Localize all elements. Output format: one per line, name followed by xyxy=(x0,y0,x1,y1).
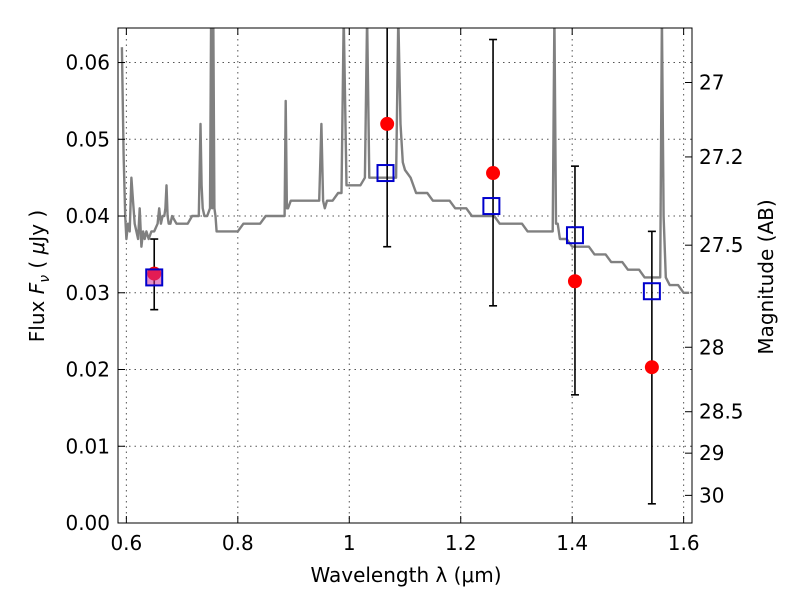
overlap-fill-0 xyxy=(146,269,163,286)
y-axis-title-mu: μ xyxy=(25,242,49,256)
blue-square-point-0 xyxy=(145,268,164,287)
y-tick-label-5: 0.05 xyxy=(65,127,110,151)
y-axis-ticks: 0.00 0.01 0.02 0.03 0.04 0.05 0.06 xyxy=(65,51,125,535)
x-tick-label-2: 1 xyxy=(343,531,356,555)
spectrum-line xyxy=(120,28,690,294)
x-tick-label-3: 1.2 xyxy=(445,531,477,555)
y-tick-label-6: 0.06 xyxy=(65,51,110,75)
y-tick-label-4: 0.04 xyxy=(65,204,110,228)
blue-square-point-1 xyxy=(376,164,395,183)
y2-tick-label-2: 27.5 xyxy=(699,233,744,257)
y-axis-title-prefix: Flux xyxy=(25,294,49,342)
y2-axis-ticks: 27 27.2 27.5 28 28.5 29 30 xyxy=(685,70,744,507)
y-tick-label-0: 0.00 xyxy=(65,511,110,535)
y2-tick-label-3: 28 xyxy=(699,335,724,359)
red-circle-point-3 xyxy=(567,274,582,289)
y2-tick-label-6: 30 xyxy=(699,483,724,507)
y-tick-label-3: 0.03 xyxy=(65,281,110,305)
y-axis-title-subscript: ν xyxy=(37,275,53,283)
grid-lines xyxy=(118,28,692,523)
error-bar-layer xyxy=(150,28,656,505)
blue-square-point-3 xyxy=(565,226,584,245)
y2-tick-label-5: 29 xyxy=(699,441,724,465)
y-tick-label-1: 0.01 xyxy=(65,434,110,458)
y-axis-title-open: ( xyxy=(25,254,49,275)
y-axis-title-symbol: F xyxy=(25,282,49,294)
y2-axis-title: Magnitude (AB) xyxy=(754,199,778,354)
y-axis-title-unit: Jy ) xyxy=(25,210,49,244)
red-circle-point-2 xyxy=(486,166,501,181)
blue-square-layer xyxy=(145,164,661,301)
y-tick-label-2: 0.02 xyxy=(65,358,110,382)
plot-frame xyxy=(117,27,693,524)
x-tick-label-4: 1.4 xyxy=(556,531,588,555)
spectrum-line-layer xyxy=(120,28,690,294)
red-circle-point-1 xyxy=(380,116,395,131)
y2-tick-label-1: 27.2 xyxy=(699,145,744,169)
blue-square-point-2 xyxy=(482,197,501,216)
red-circle-point-4 xyxy=(644,360,659,375)
x-tick-label-5: 1.6 xyxy=(668,531,700,555)
x-axis-title: Wavelength λ (μm) xyxy=(310,563,501,587)
x-tick-label-0: 0.6 xyxy=(110,531,142,555)
blue-square-point-4 xyxy=(642,282,661,301)
y-axis-title: Flux Fν ( μJy ) xyxy=(25,210,53,342)
y2-tick-label-0: 27 xyxy=(699,70,724,94)
x-axis-ticks: 0.6 0.8 1 1.2 1.4 1.6 xyxy=(110,28,700,555)
x-tick-label-1: 0.8 xyxy=(222,531,254,555)
y2-tick-label-4: 28.5 xyxy=(699,400,744,424)
